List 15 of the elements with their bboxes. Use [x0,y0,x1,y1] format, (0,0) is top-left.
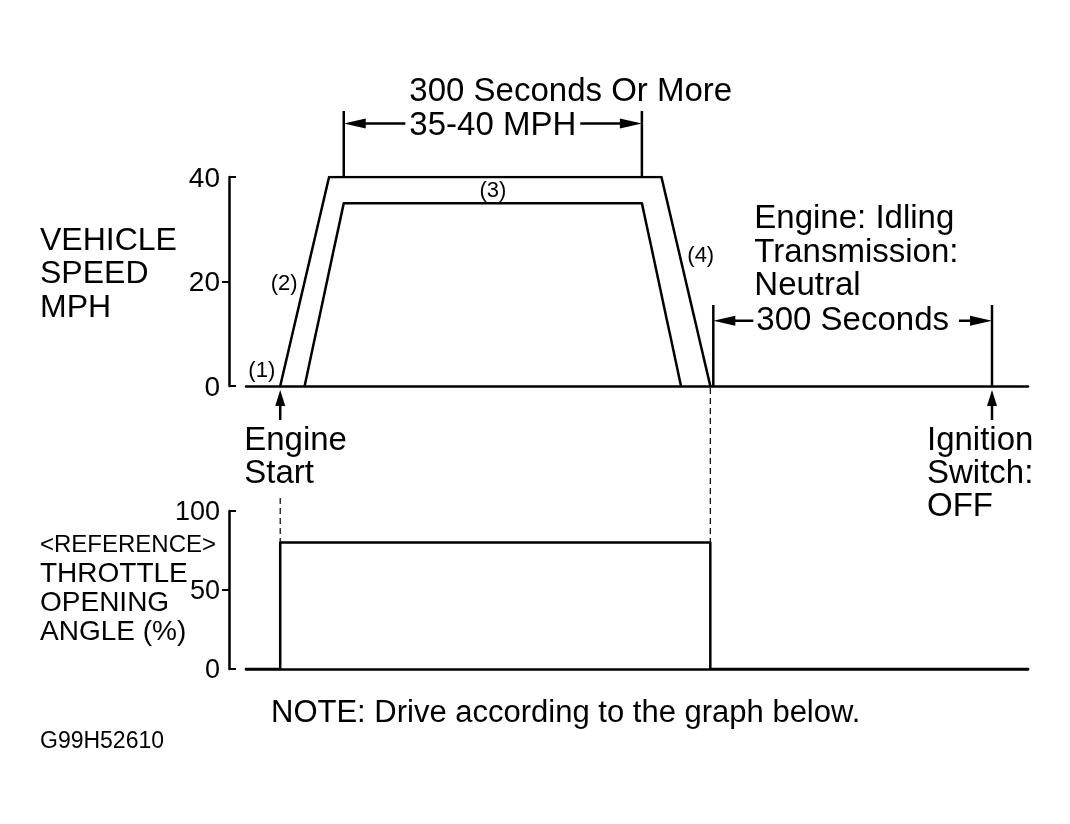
y-tick-label: 50 [189,575,220,605]
y-tick-label: 100 [174,496,220,526]
y-tick-label: 20 [188,266,220,297]
y-axis-title: VEHICLE SPEED MPH [40,220,177,324]
text: Engine Start [244,419,347,490]
annotation: Ignition Switch: OFF [927,419,1034,523]
text: G99H52610 [40,727,165,753]
y-tick-label: 0 [204,370,220,402]
y-tick-label: 0 [204,654,220,684]
annotation: (2) [270,270,298,295]
text: NOTE: Drive according to the graph below. [271,693,861,729]
annotation: (1) [248,356,276,382]
annotation: (3) [479,176,507,202]
y-tick-label: 40 [188,161,220,193]
annotation: (4) [687,241,715,267]
